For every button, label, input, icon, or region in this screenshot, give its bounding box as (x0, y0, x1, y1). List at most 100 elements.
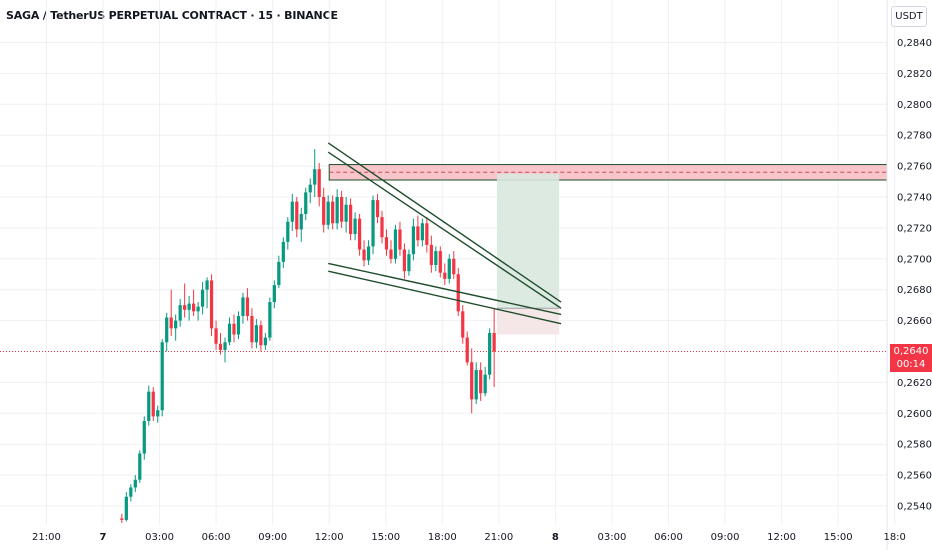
currency-selector[interactable]: USDT (891, 6, 927, 27)
price-tick-label: 0,2840 (897, 38, 932, 49)
candle-body (425, 223, 429, 245)
price-tick-label: 0,2580 (897, 440, 932, 451)
candle (353, 212, 357, 241)
candle-body (227, 323, 232, 343)
candle-body (488, 332, 492, 375)
candle (165, 312, 169, 352)
candle-body (304, 192, 308, 214)
price-tick-label: 0,2720 (897, 223, 932, 234)
candle-body (245, 297, 250, 316)
candle (348, 198, 353, 241)
price-tick-label: 0,2700 (897, 254, 932, 265)
candle-body (357, 218, 362, 250)
candle-body (205, 280, 209, 290)
candle (124, 492, 128, 522)
candle-body (375, 200, 380, 218)
time-axis: 21:00 7 03:00 06:00 09:00 12:00 15:00 18:00 21:0… (32, 532, 906, 543)
time-tick-label: 21:00 (32, 532, 61, 543)
candle (200, 281, 205, 315)
time-tick-label: 15:00 (371, 532, 400, 543)
time-tick-label: 09:00 (711, 532, 740, 543)
candle-body (241, 297, 245, 316)
candle (461, 305, 465, 344)
candle (452, 251, 456, 279)
candle (384, 229, 389, 256)
candle (169, 289, 173, 337)
candle-body (380, 217, 384, 238)
candle-body (407, 254, 411, 272)
candle (120, 513, 124, 523)
candle (205, 277, 209, 309)
candle (259, 320, 263, 352)
candle (223, 337, 227, 363)
candle-body (366, 246, 371, 261)
price-axis: 0,2540 0,2560 0,2580 0,2600 0,2620 0,2660 0,26… (897, 38, 932, 513)
candle-body (174, 320, 178, 329)
candle (429, 235, 433, 273)
candle-body (362, 249, 366, 261)
candle-body (434, 251, 438, 265)
time-tick-label: 12:00 (767, 532, 796, 543)
candle (420, 218, 424, 247)
candle (411, 218, 416, 261)
candle (375, 193, 380, 224)
candle (393, 224, 398, 264)
candle-body (223, 342, 227, 350)
candle-body (443, 272, 447, 279)
candle-body (393, 229, 398, 259)
candle-body (277, 261, 281, 286)
candle-body (398, 229, 402, 250)
candle-body (348, 204, 353, 235)
candle-body (438, 251, 442, 273)
candle-body (452, 258, 456, 275)
candle-body (317, 169, 321, 197)
candle (268, 297, 272, 341)
price-tick-label: 0,2560 (897, 471, 932, 482)
candle (281, 237, 285, 269)
resistance-zone (328, 164, 888, 181)
countdown-timer: 00:14 (896, 359, 926, 370)
candle (425, 217, 429, 253)
candle-body (165, 317, 169, 343)
current-price-value: 0,2640 (893, 346, 929, 357)
candle-body (389, 249, 393, 259)
candle-body (308, 184, 312, 193)
candle-body (133, 479, 137, 488)
candle-body (259, 325, 263, 346)
price-tick-label: 0,2540 (897, 502, 932, 513)
candle (366, 240, 371, 265)
candle (340, 190, 344, 228)
price-tick-label: 0,2820 (897, 69, 932, 80)
candle-body (129, 487, 133, 497)
candle-body (281, 241, 285, 262)
current-price-label: 0,2640 00:14 (890, 344, 932, 372)
candle-body (299, 213, 303, 230)
target-zone (496, 173, 560, 309)
candle-body (183, 305, 187, 310)
candle-body (483, 374, 487, 394)
candle-body (290, 201, 294, 222)
candle-body (384, 237, 389, 250)
candle-body (313, 169, 317, 185)
candle-body (196, 306, 200, 312)
candle-body (420, 223, 424, 241)
candle (465, 331, 469, 366)
time-tick-label: 03:00 (145, 532, 174, 543)
candle (272, 280, 276, 309)
candle-body (492, 332, 496, 352)
candle-body (232, 323, 236, 335)
candle-body (169, 317, 173, 329)
candle (371, 195, 375, 255)
time-tick-label: 09:00 (258, 532, 287, 543)
candle (142, 416, 146, 460)
candle-body (411, 226, 416, 255)
candle (492, 308, 496, 388)
candle-body (214, 328, 218, 344)
candle-body (268, 302, 272, 338)
candle-body (272, 285, 276, 303)
candle-body (156, 410, 160, 417)
candle-body (470, 362, 474, 400)
candle-body (331, 201, 335, 224)
time-tick-label: 21:00 (484, 532, 513, 543)
